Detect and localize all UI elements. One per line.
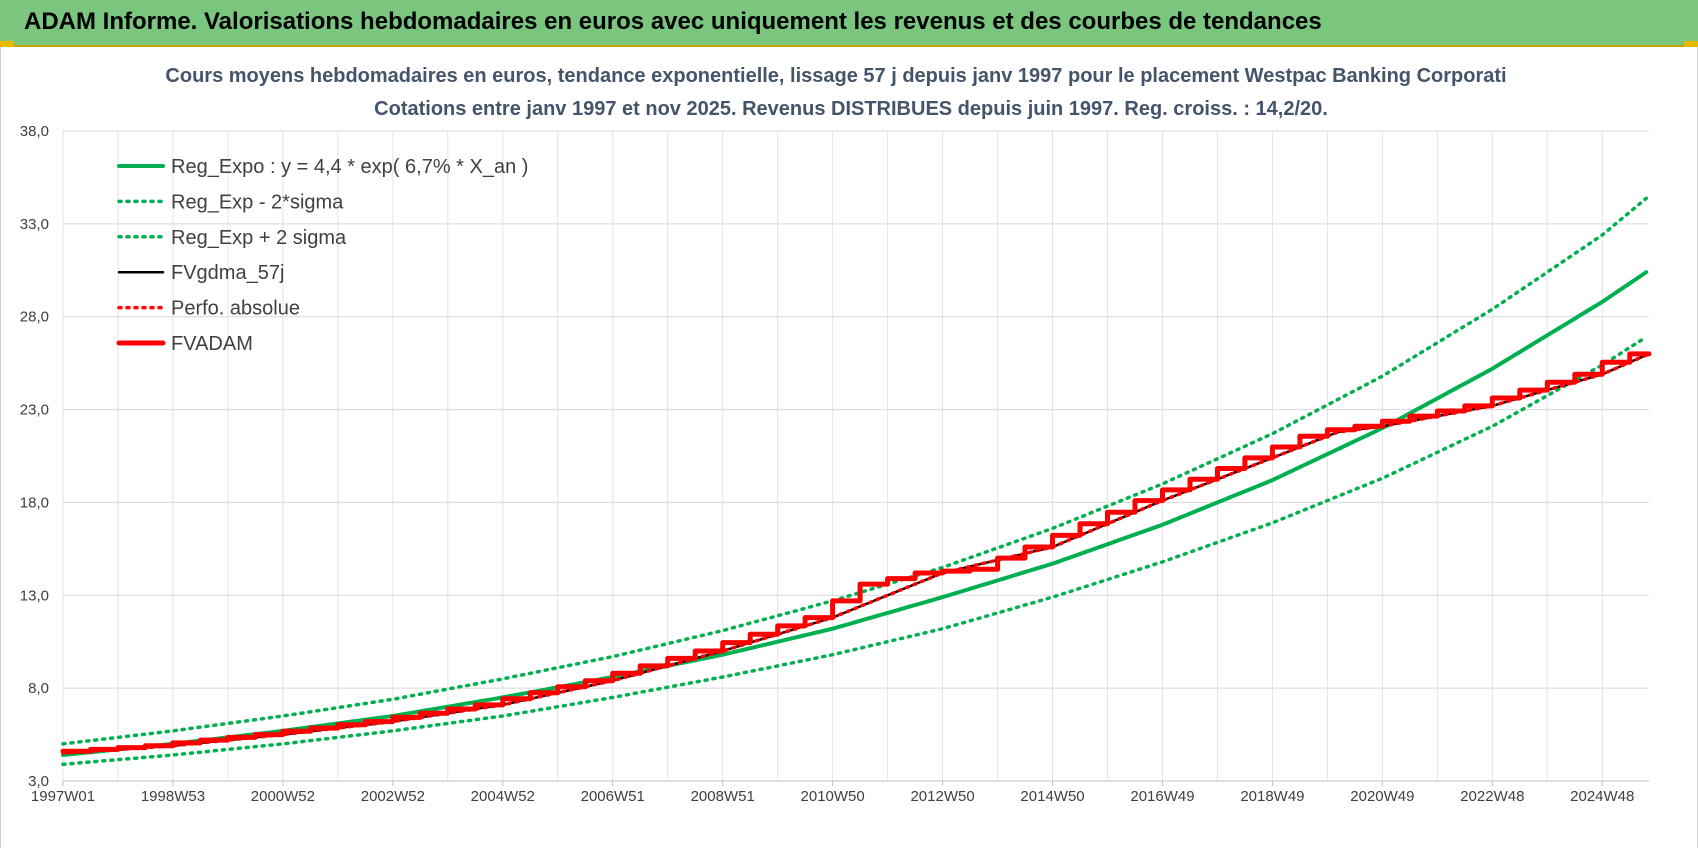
x-tick-label: 2024W48 [1570,788,1634,805]
x-tick-label: 2018W49 [1240,788,1304,805]
y-tick-label: 33,0 [20,216,49,233]
y-tick-label: 23,0 [20,402,49,419]
legend-label-3: FVgdma_57j [171,262,284,284]
right-corner-marker [1684,41,1698,47]
chart-title: Cours moyens hebdomadaires en euros, ten… [165,65,1506,87]
series-line-0 [61,270,1649,757]
line-chart: 3,0 8,0 13,0 18,0 23,0 28,0 33,0 38,0 1997W01 199… [20,65,1652,805]
y-tick-label: 18,0 [20,494,49,511]
y-tick-label: 38,0 [20,123,49,140]
x-tick-label: 2004W52 [471,788,535,805]
x-tick-label: 2014W50 [1020,788,1084,805]
series-line-2 [61,196,1649,746]
left-corner-marker [0,41,14,47]
x-tick-label: 2022W48 [1460,788,1524,805]
chart-series [60,196,1652,767]
chart-subtitle: Cotations entre janv 1997 et nov 2025. R… [374,98,1328,120]
x-tick-label: 2008W51 [691,788,755,805]
x-tick-label: 2010W50 [801,788,865,805]
x-tick-label: 2006W51 [581,788,645,805]
x-tick-label: 2002W52 [361,788,425,805]
chart-legend: Reg_Expo : y = 4,4 * exp( 6,7% * X_an ) R… [116,156,528,355]
y-tick-label: 13,0 [20,587,49,604]
y-tick-label: 28,0 [20,309,49,326]
chart-area: 3,0 8,0 13,0 18,0 23,0 28,0 33,0 38,0 1997W01 199… [0,47,1698,848]
report-title: ADAM Informe. Valorisations hebdomadaire… [24,8,1322,35]
legend-label-0: Reg_Expo : y = 4,4 * exp( 6,7% * X_an ) [171,156,528,178]
legend-label-4: Perfo. absolue [171,298,300,320]
legend-label-2: Reg_Exp + 2 sigma [171,227,347,249]
x-tick-label: 1997W01 [31,788,95,805]
chart-titles: Cours moyens hebdomadaires en euros, ten… [165,65,1506,120]
chart-axes: 3,0 8,0 13,0 18,0 23,0 28,0 33,0 38,0 1997W01 199… [20,123,1649,805]
series-line-1 [61,335,1649,767]
x-tick-label: 2020W49 [1350,788,1414,805]
legend-label-1: Reg_Exp - 2*sigma [171,191,344,213]
x-tick-label: 2012W50 [910,788,974,805]
y-tick-label: 8,0 [28,680,49,697]
series-line-5 [60,351,1652,754]
y-tick-label: 3,0 [28,773,49,790]
report-banner: ADAM Informe. Valorisations hebdomadaire… [0,0,1698,47]
x-tick-label: 1998W53 [141,788,205,805]
legend-label-5: FVADAM [171,333,253,355]
x-tick-label: 2016W49 [1130,788,1194,805]
x-tick-label: 2000W52 [251,788,315,805]
